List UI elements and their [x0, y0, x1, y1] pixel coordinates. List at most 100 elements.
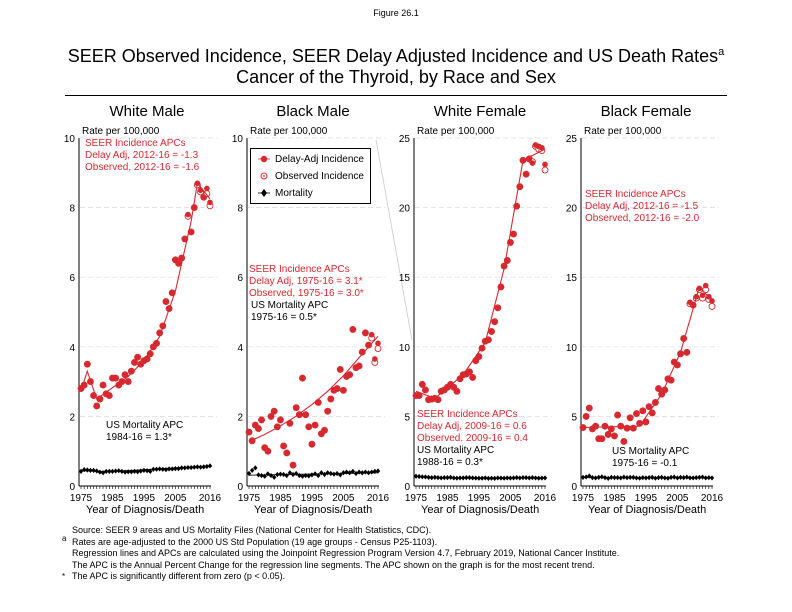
delay-adj-incidence-point	[299, 375, 306, 381]
mortality-point	[542, 475, 548, 481]
x-tick-label: 2005	[499, 493, 522, 504]
y-tick-label: 2	[69, 412, 75, 423]
mortality-point	[634, 475, 639, 481]
mortality-point	[432, 474, 438, 480]
delay-adj-incidence-point	[359, 349, 366, 355]
incidence-trend-line	[415, 148, 546, 399]
y-tick-label: 6	[69, 273, 75, 284]
xlabel-black-female: Year of Diagnosis/Death	[588, 504, 707, 516]
delay-adj-incidence-point	[246, 429, 252, 435]
footnote-a-line: Rates are age-adjusted to the 2000 US St…	[72, 536, 438, 547]
mortality-point	[192, 464, 197, 470]
mortality-point	[580, 474, 586, 480]
y-tick-label: 20	[566, 204, 578, 215]
legend-label: Observed Incidence	[275, 170, 364, 182]
delay-adj-incidence-point	[337, 366, 344, 373]
mortality-point	[132, 468, 137, 474]
delay-adj-incidence-point	[435, 396, 441, 403]
mortality-point	[110, 468, 115, 474]
annotation-line: Observed, 1975-16 = 3.0*	[249, 288, 364, 299]
delay-adj-incidence-point	[287, 420, 293, 427]
x-tick-label: 1985	[603, 493, 626, 504]
annotation-line: US Mortality APC	[417, 445, 495, 456]
annotation-line: 1988-16 = 0.3*	[417, 457, 483, 468]
legend-item-observed: Observed Incidence	[257, 169, 364, 183]
delay-adj-incidence-point	[169, 290, 176, 296]
mortality-point	[505, 475, 510, 481]
mortality-point	[681, 475, 686, 481]
mortality-point	[460, 475, 466, 481]
delay-adj-incidence-point	[191, 204, 198, 211]
delay-adj-incidence-point	[350, 326, 356, 333]
delay-adj-incidence-point	[175, 260, 182, 267]
x-tick-label: 1995	[468, 493, 491, 504]
mortality-point	[369, 469, 374, 475]
mortality-point	[523, 475, 529, 481]
mortality-point	[514, 475, 519, 481]
mortality-point	[536, 475, 541, 481]
observed-incidence-point	[374, 345, 382, 352]
mortality-point	[489, 475, 494, 481]
mortality-point	[341, 470, 346, 476]
x-tick-label: 1995	[133, 493, 156, 504]
delay-adj-incidence-point	[646, 403, 652, 410]
delay-adj-incidence-point	[542, 161, 548, 168]
x-tick-label: 1985	[101, 493, 124, 504]
footnote-marker-star: *	[62, 572, 66, 581]
mortality-point	[442, 475, 447, 481]
delay-adj-incidence-point	[649, 410, 656, 416]
delay-adj-incidence-point	[334, 385, 340, 392]
mortality-point	[281, 471, 286, 478]
mortality-point	[423, 474, 428, 480]
mortality-point	[278, 471, 283, 477]
mortality-point	[687, 475, 693, 481]
delay-adj-incidence-point	[614, 412, 621, 418]
mortality-point	[609, 474, 614, 480]
y-tick-label: 8	[69, 204, 75, 215]
mortality-point	[517, 475, 523, 481]
x-tick-label: 1995	[301, 493, 324, 504]
mortality-point	[511, 475, 516, 481]
mortality-point	[665, 475, 671, 481]
delay-adj-incidence-point	[277, 417, 284, 423]
legend-item-mortality: Mortality	[257, 186, 313, 200]
delay-adj-incidence-point	[454, 388, 460, 395]
mortality-point	[129, 469, 134, 475]
delay-adj-incidence-point	[529, 160, 536, 166]
mortality-point	[78, 468, 84, 474]
delay-adj-incidence-point	[605, 431, 611, 438]
y-tick-label: 0	[69, 482, 75, 493]
panel-title-white-male: White Male	[109, 103, 185, 120]
mortality-point	[91, 467, 96, 473]
mortality-point	[284, 472, 289, 479]
mortality-point	[624, 475, 630, 481]
mortality-point	[454, 475, 460, 481]
x-tick-label: 1995	[635, 493, 658, 504]
delay-adj-incidence-point	[283, 450, 290, 456]
delay-adj-incidence-point	[539, 144, 545, 151]
mortality-point	[473, 475, 478, 481]
delay-adj-incidence-point	[580, 424, 586, 431]
mortality-point	[464, 475, 469, 481]
legend: Delay-Adj Incidence Observed Incidence M…	[250, 148, 371, 204]
xlabel-white-male: Year of Diagnosis/Death	[86, 504, 205, 516]
mortality-point	[268, 472, 274, 479]
mortality-point	[438, 475, 444, 481]
mortality-point	[445, 475, 450, 481]
delay-adj-incidence-point	[485, 337, 492, 343]
mortality-point	[141, 467, 147, 473]
ylabel-white-female: Rate per 100,000	[417, 126, 495, 137]
delay-adj-incidence-point	[702, 282, 709, 289]
mortality-point	[138, 468, 143, 474]
mortality-point	[612, 475, 617, 481]
delay-adj-incidence-point	[268, 413, 274, 420]
mortality-point	[179, 465, 184, 471]
mortality-point	[653, 475, 658, 481]
annotation-line: Delay Adj, 2009-16 = 0.6	[417, 421, 527, 432]
mortality-point	[668, 474, 674, 480]
mortality-point	[253, 465, 258, 471]
delay-adj-incidence-point	[271, 408, 277, 414]
delay-adj-incidence-point	[419, 381, 426, 388]
delay-adj-incidence-point	[207, 199, 213, 206]
